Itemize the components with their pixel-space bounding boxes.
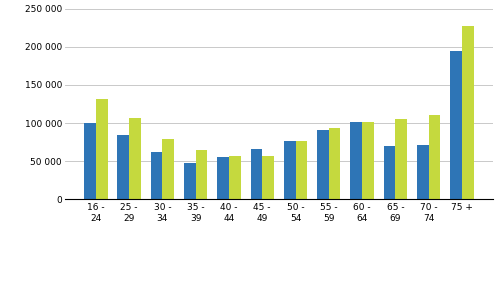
- Bar: [351, 122, 362, 199]
- Bar: [429, 115, 440, 199]
- Bar: [129, 118, 141, 199]
- Bar: [196, 150, 207, 199]
- Bar: [417, 145, 429, 199]
- Bar: [317, 130, 329, 199]
- Bar: [151, 152, 162, 199]
- Bar: [96, 99, 108, 199]
- Bar: [217, 156, 229, 199]
- Bar: [229, 156, 241, 199]
- Bar: [118, 135, 129, 199]
- Bar: [329, 128, 341, 199]
- Bar: [395, 119, 407, 199]
- Bar: [383, 146, 395, 199]
- Bar: [284, 141, 295, 199]
- Bar: [250, 149, 262, 199]
- Bar: [362, 122, 374, 199]
- Bar: [295, 141, 307, 199]
- Bar: [84, 123, 96, 199]
- Bar: [462, 25, 474, 199]
- Bar: [184, 163, 196, 199]
- Bar: [262, 156, 274, 199]
- Bar: [450, 52, 462, 199]
- Bar: [162, 139, 174, 199]
